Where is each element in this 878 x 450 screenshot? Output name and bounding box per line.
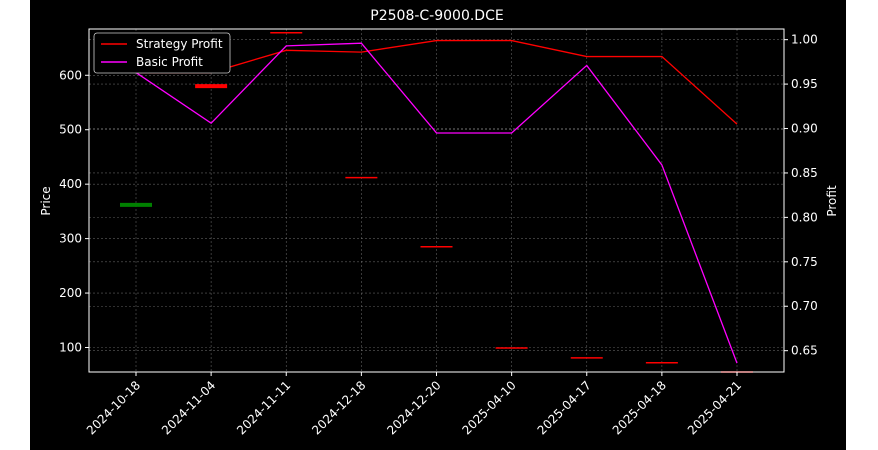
y2-tick-label: 0.80 bbox=[791, 210, 818, 224]
y2-tick-label: 0.95 bbox=[791, 77, 818, 91]
y2-tick-label: 0.65 bbox=[791, 344, 818, 358]
strategy-profit-line bbox=[136, 39, 738, 125]
y-tick-label: 600 bbox=[59, 68, 82, 82]
legend-box bbox=[93, 32, 231, 74]
y2-axis-label: Profit bbox=[825, 185, 839, 217]
y-tick-label: 400 bbox=[59, 177, 82, 191]
y2-tick-label: 0.70 bbox=[791, 299, 818, 313]
legend-label-strategy: Strategy Profit bbox=[136, 37, 223, 51]
left-axis-ticks: 100 200 300 400 500 600 bbox=[59, 68, 89, 355]
chart-title: P2508-C-9000.DCE bbox=[370, 8, 503, 24]
y-tick-label: 500 bbox=[59, 123, 82, 137]
right-axis-ticks: 0.65 0.70 0.75 0.80 0.85 0.90 0.95 1.00 bbox=[784, 33, 818, 358]
y2-tick-label: 0.75 bbox=[791, 255, 818, 269]
y2-tick-label: 0.90 bbox=[791, 122, 818, 136]
basic-profit-line bbox=[135, 42, 738, 364]
y2-tick-label: 1.00 bbox=[791, 33, 818, 47]
grid bbox=[89, 29, 784, 372]
y-tick-label: 100 bbox=[59, 341, 82, 355]
y2-tick-label: 0.85 bbox=[791, 166, 818, 180]
profit-lines bbox=[135, 39, 738, 364]
y-tick-label: 300 bbox=[59, 232, 82, 246]
y-axis-label: Price bbox=[39, 186, 53, 215]
y-tick-label: 200 bbox=[59, 286, 82, 300]
legend-label-basic: Basic Profit bbox=[136, 55, 203, 69]
legend: Strategy Profit Basic Profit bbox=[93, 32, 231, 74]
